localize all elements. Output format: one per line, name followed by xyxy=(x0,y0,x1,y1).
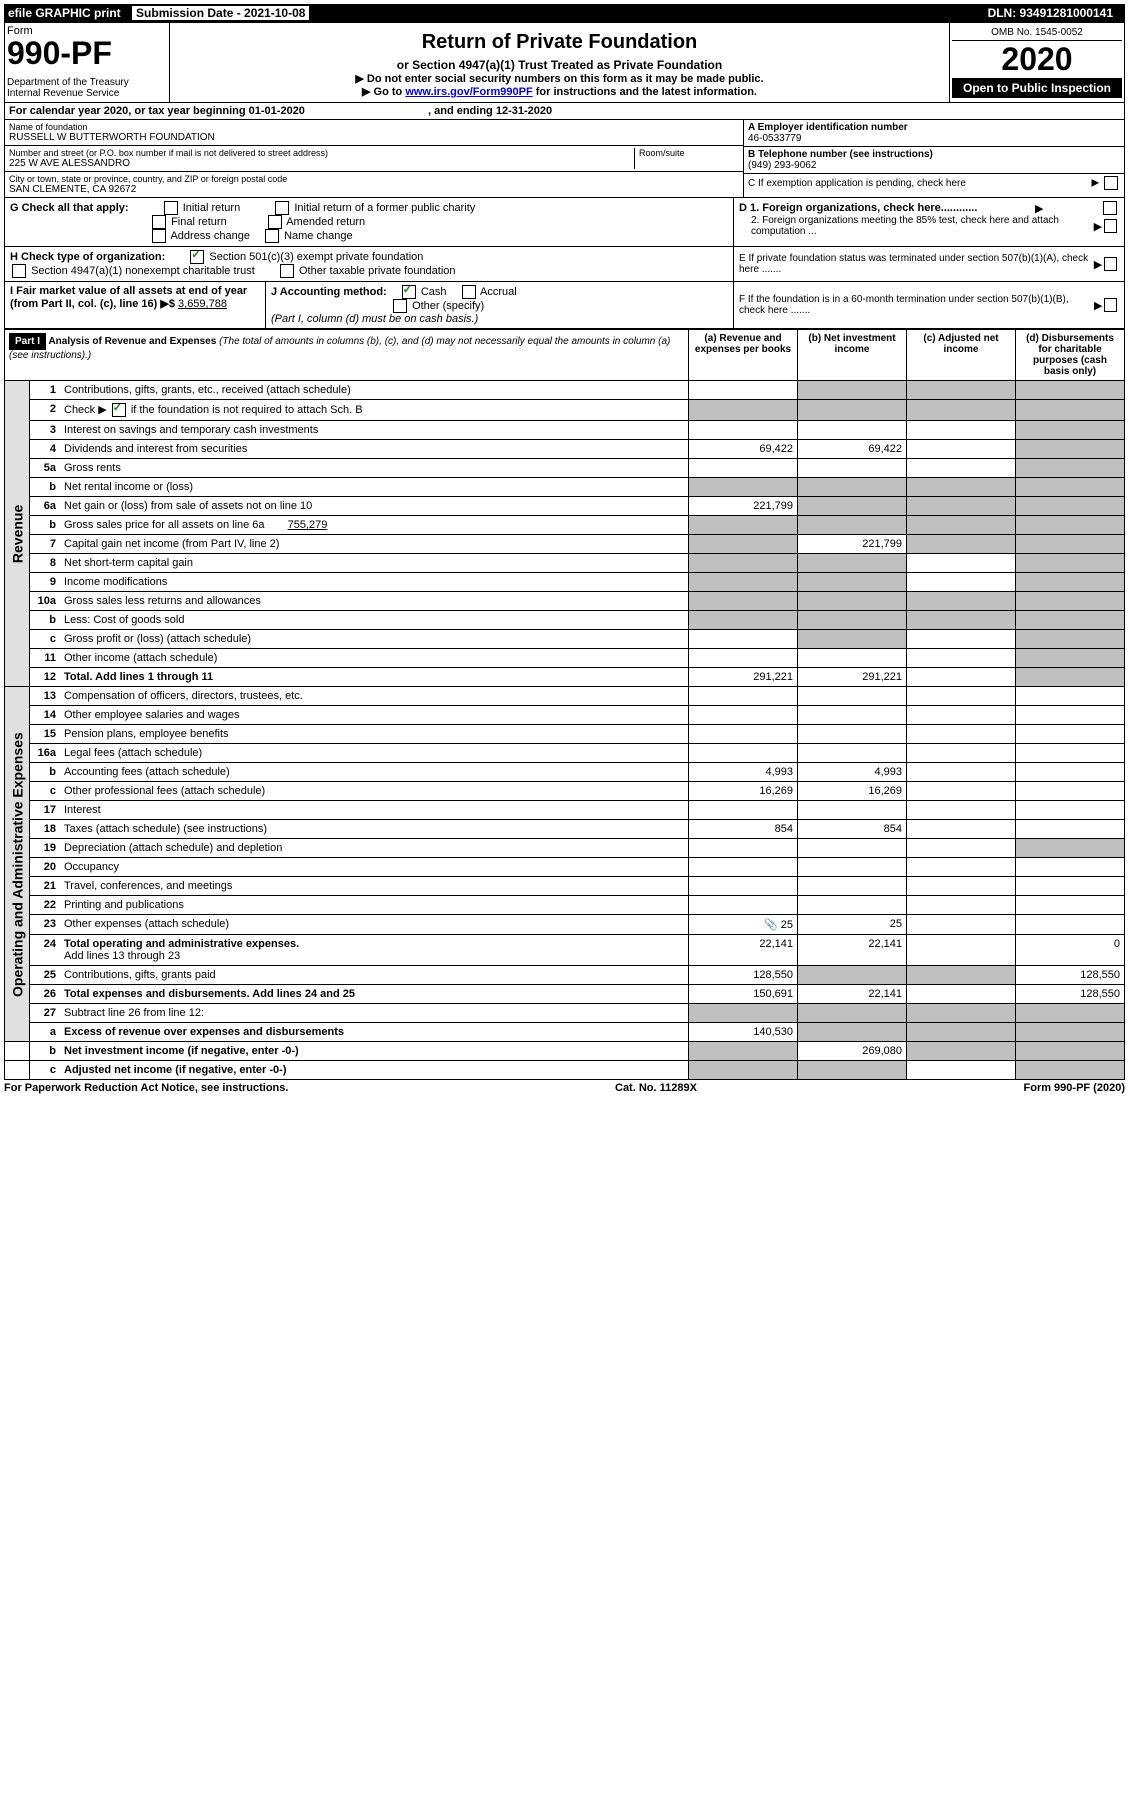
footer-left: For Paperwork Reduction Act Notice, see … xyxy=(4,1082,288,1094)
c-checkbox[interactable] xyxy=(1104,176,1118,190)
street-address: 225 W AVE ALESSANDRO xyxy=(9,158,634,169)
foundation-name: RUSSELL W BUTTERWORTH FOUNDATION xyxy=(9,132,739,143)
col-c-header: (c) Adjusted net income xyxy=(907,330,1016,381)
dln: DLN: 93491281000141 xyxy=(988,6,1113,20)
schb-checkbox[interactable] xyxy=(112,403,126,417)
expenses-label: Operating and Administrative Expenses xyxy=(5,687,30,1042)
addr-label: Number and street (or P.O. box number if… xyxy=(9,148,634,158)
part1-title: Analysis of Revenue and Expenses xyxy=(48,336,216,347)
initial-checkbox[interactable] xyxy=(164,201,178,215)
name-change-checkbox[interactable] xyxy=(265,229,279,243)
other-method-checkbox[interactable] xyxy=(393,299,407,313)
d1-label: D 1. Foreign organizations, check here..… xyxy=(739,202,977,214)
h-other-checkbox[interactable] xyxy=(280,264,294,278)
c-label: C If exemption application is pending, c… xyxy=(748,178,966,189)
tax-year: 2020 xyxy=(952,41,1122,78)
col-b-header: (b) Net investment income xyxy=(798,330,907,381)
e-checkbox[interactable] xyxy=(1104,257,1117,271)
dept: Department of the Treasury xyxy=(7,77,167,88)
entity-info: Name of foundation RUSSELL W BUTTERWORTH… xyxy=(4,120,1125,198)
h-4947-checkbox[interactable] xyxy=(12,264,26,278)
attach-icon[interactable]: 📎 xyxy=(764,919,778,931)
phone-label: B Telephone number (see instructions) xyxy=(748,149,1120,160)
d2-checkbox[interactable] xyxy=(1104,219,1117,233)
g-d-section: G Check all that apply: Initial return I… xyxy=(4,198,1125,247)
initial-former-checkbox[interactable] xyxy=(275,201,289,215)
page-footer: For Paperwork Reduction Act Notice, see … xyxy=(4,1080,1125,1096)
h-501c3-checkbox[interactable] xyxy=(190,250,204,264)
city-state-zip: SAN CLEMENTE, CA 92672 xyxy=(9,184,739,195)
h-section: H Check type of organization: Section 50… xyxy=(4,247,1125,282)
footer-center: Cat. No. 11289X xyxy=(615,1082,697,1094)
part1-table: Part I Analysis of Revenue and Expenses … xyxy=(4,329,1125,1080)
form-subtitle: or Section 4947(a)(1) Trust Treated as P… xyxy=(174,58,945,72)
form-title: Return of Private Foundation xyxy=(174,31,945,54)
col-d-header: (d) Disbursements for charitable purpose… xyxy=(1016,330,1125,381)
j-label: J Accounting method: xyxy=(271,286,387,298)
top-bar: efile GRAPHIC print Submission Date - 20… xyxy=(4,4,1125,22)
col-a-header: (a) Revenue and expenses per books xyxy=(689,330,798,381)
form-number: 990-PF xyxy=(7,37,167,69)
ein-value: 46-0533779 xyxy=(748,133,1120,144)
d2-label: 2. Foreign organizations meeting the 85%… xyxy=(739,215,1094,237)
form-header: Form 990-PF Department of the Treasury I… xyxy=(4,22,1125,103)
open-inspection: Open to Public Inspection xyxy=(952,78,1122,98)
instr-2: ▶ Go to www.irs.gov/Form990PF for instru… xyxy=(174,85,945,98)
instructions-link[interactable]: www.irs.gov/Form990PF xyxy=(405,86,532,98)
i-j-f-section: I Fair market value of all assets at end… xyxy=(4,282,1125,329)
g-label: G Check all that apply: xyxy=(10,202,129,214)
e-label: E If private foundation status was termi… xyxy=(739,253,1094,275)
accrual-checkbox[interactable] xyxy=(462,285,476,299)
city-label: City or town, state or province, country… xyxy=(9,174,739,184)
irs: Internal Revenue Service xyxy=(7,88,167,99)
phone-value: (949) 293-9062 xyxy=(748,160,1120,171)
f-label: F If the foundation is in a 60-month ter… xyxy=(739,294,1094,316)
footer-right: Form 990-PF (2020) xyxy=(1024,1082,1125,1094)
i-value: 3,659,788 xyxy=(178,298,227,310)
ein-label: A Employer identification number xyxy=(748,122,1120,133)
d1-checkbox[interactable] xyxy=(1103,201,1117,215)
omb: OMB No. 1545-0052 xyxy=(952,25,1122,41)
final-checkbox[interactable] xyxy=(152,215,166,229)
h-label: H Check type of organization: xyxy=(10,251,165,263)
instr-1: ▶ Do not enter social security numbers o… xyxy=(174,72,945,85)
addr-change-checkbox[interactable] xyxy=(152,229,166,243)
j-note: (Part I, column (d) must be on cash basi… xyxy=(271,313,478,325)
room-label: Room/suite xyxy=(639,148,739,158)
part1-label: Part I xyxy=(9,333,46,350)
submission-date: Submission Date - 2021-10-08 xyxy=(132,6,309,20)
calendar-year-row: For calendar year 2020, or tax year begi… xyxy=(4,103,1125,120)
efile-label: efile GRAPHIC print xyxy=(8,6,121,20)
amended-checkbox[interactable] xyxy=(268,215,282,229)
cash-checkbox[interactable] xyxy=(402,285,416,299)
name-label: Name of foundation xyxy=(9,122,739,132)
f-checkbox[interactable] xyxy=(1104,298,1117,312)
revenue-label: Revenue xyxy=(5,381,30,687)
